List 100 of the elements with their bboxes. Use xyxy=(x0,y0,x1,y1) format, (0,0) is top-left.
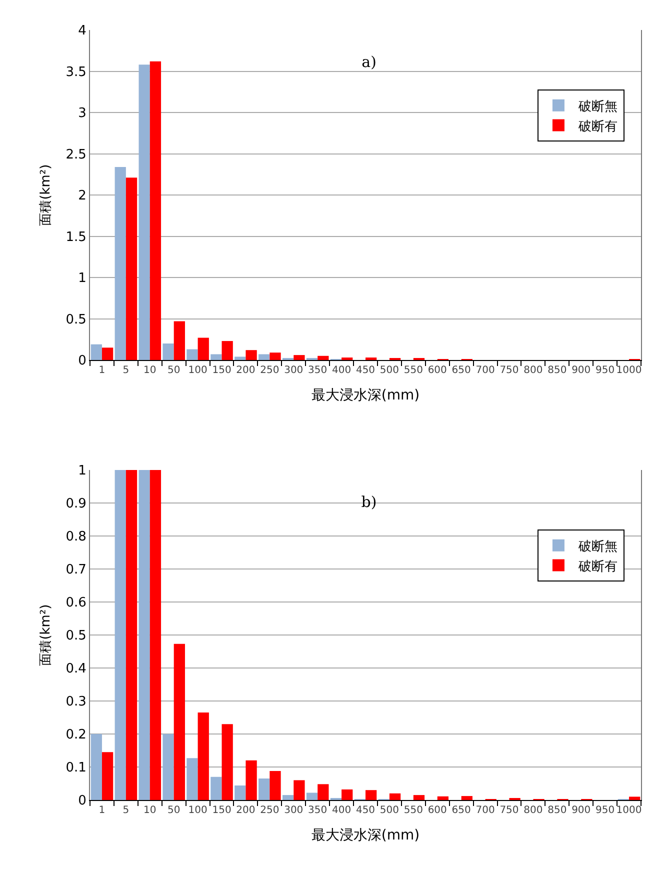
y-axis-title: 面積(km²) xyxy=(38,604,54,666)
x-tick-label: 1000 xyxy=(616,805,642,816)
x-tick-label: 650 xyxy=(452,365,471,376)
bar xyxy=(90,344,102,360)
y-tick-label: 0 xyxy=(78,354,86,369)
y-tick-label: 0.2 xyxy=(66,728,86,743)
bar xyxy=(102,348,114,360)
bar xyxy=(90,734,102,800)
x-tick-label: 100 xyxy=(188,805,208,816)
x-tick-label: 50 xyxy=(167,365,180,376)
x-tick-label: 800 xyxy=(524,805,543,816)
bar xyxy=(318,784,329,800)
bar xyxy=(198,338,209,360)
x-axis-title: 最大浸水深(mm) xyxy=(311,387,420,404)
text: a) xyxy=(362,52,376,71)
bar xyxy=(222,341,233,360)
bar xyxy=(138,64,150,360)
text: b) xyxy=(361,492,377,511)
y-tick-label: 0 xyxy=(78,794,86,809)
x-tick-label: 100 xyxy=(188,365,208,376)
x-tick-label: 300 xyxy=(284,365,304,376)
x-tick-label: 700 xyxy=(476,365,495,376)
bar xyxy=(294,780,305,800)
x-tick-label: 550 xyxy=(404,365,423,376)
x-tick-label: 600 xyxy=(428,365,447,376)
bar xyxy=(270,770,281,800)
x-tick-label: 950 xyxy=(596,805,615,816)
bar xyxy=(114,470,126,800)
bar xyxy=(126,470,138,800)
x-tick-label: 700 xyxy=(476,805,495,816)
y-tick-label: 4 xyxy=(78,24,86,39)
x-tick-label: 450 xyxy=(356,365,376,376)
y-axis-title: 面積(km²) xyxy=(38,164,54,226)
y-tick-label: 2.5 xyxy=(66,147,86,162)
bar xyxy=(461,796,472,800)
bar xyxy=(174,321,185,360)
x-tick-label: 10 xyxy=(144,365,156,376)
y-tick-label: 1 xyxy=(78,464,86,479)
x-tick-label: 5 xyxy=(122,805,130,816)
x-tick-label: 1 xyxy=(98,805,106,816)
x-tick-label: 400 xyxy=(332,365,352,376)
y-tick-label: 0.1 xyxy=(66,760,86,776)
bar xyxy=(246,760,257,800)
x-tick-label: 5 xyxy=(122,365,130,376)
x-tick-label: 850 xyxy=(548,365,567,376)
x-tick-label: 800 xyxy=(524,365,543,376)
x-tick-label: 300 xyxy=(284,805,304,816)
bar xyxy=(318,356,329,360)
x-tick-label: 450 xyxy=(356,805,376,816)
bar xyxy=(270,352,281,360)
bar xyxy=(126,178,138,360)
bar xyxy=(282,795,294,800)
x-tick-label: 500 xyxy=(380,365,400,376)
y-tick-label: 0.7 xyxy=(66,562,86,578)
bar xyxy=(114,166,126,360)
bar xyxy=(629,796,640,800)
y-tick-label: 3.5 xyxy=(66,64,86,80)
x-tick-label: 200 xyxy=(236,365,256,376)
x-tick-label: 50 xyxy=(167,805,180,816)
x-tick-label: 150 xyxy=(212,365,232,376)
x-tick-label: 250 xyxy=(260,365,280,376)
bar xyxy=(162,344,174,360)
y-tick-label: 0.6 xyxy=(66,596,86,611)
x-axis-title: 最大浸水深(mm) xyxy=(311,827,420,844)
bar xyxy=(174,644,185,800)
x-tick-label: 10 xyxy=(144,805,156,816)
x-tick-label: 500 xyxy=(380,805,400,816)
x-tick-label: 250 xyxy=(260,805,280,816)
bar xyxy=(342,789,353,800)
x-tick-label: 150 xyxy=(212,805,232,816)
y-tick-label: 3 xyxy=(78,106,86,122)
x-tick-label: 900 xyxy=(572,805,591,816)
x-tick-label: 350 xyxy=(308,805,328,816)
y-tick-label: 0.4 xyxy=(66,662,86,677)
y-tick-label: 0.5 xyxy=(66,628,86,644)
bar xyxy=(389,793,401,800)
bar xyxy=(294,355,305,360)
bar xyxy=(413,795,425,800)
y-tick-label: 2 xyxy=(78,188,86,204)
y-tick-label: 1.5 xyxy=(66,230,86,245)
bar xyxy=(102,752,114,800)
x-tick-label: 850 xyxy=(548,805,567,816)
x-tick-label: 400 xyxy=(332,805,352,816)
bar xyxy=(186,349,198,360)
x-tick-label: 600 xyxy=(428,805,447,816)
bar xyxy=(150,470,162,800)
bar xyxy=(246,350,257,360)
x-tick-label: 950 xyxy=(596,365,615,376)
bar xyxy=(210,776,222,800)
legend-label: 破断無 xyxy=(577,539,618,554)
legend-label: 破断有 xyxy=(577,119,618,134)
bar xyxy=(234,356,246,360)
bar xyxy=(198,712,209,800)
x-tick-label: 200 xyxy=(236,805,256,816)
bar xyxy=(138,470,150,800)
y-tick-label: 0.8 xyxy=(66,530,86,545)
bar xyxy=(186,758,198,800)
bar xyxy=(150,61,162,360)
bar xyxy=(222,724,233,800)
bar xyxy=(210,354,222,360)
